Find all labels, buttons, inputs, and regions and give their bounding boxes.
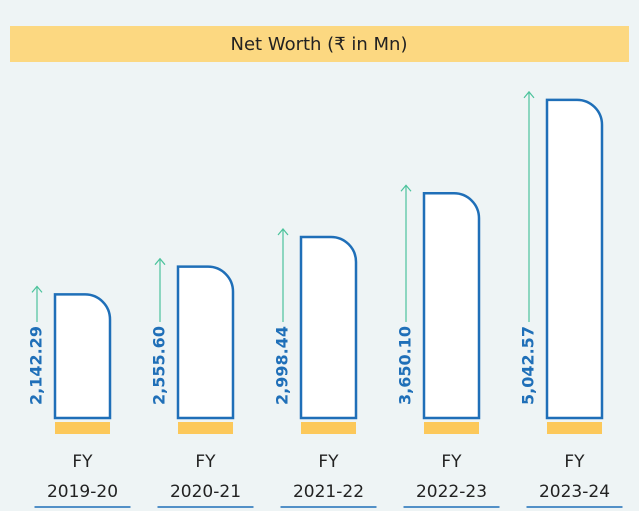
- bar: [422, 192, 481, 420]
- arrow-head: [400, 184, 412, 192]
- bar-base: [424, 422, 479, 434]
- bar: [545, 98, 604, 420]
- x-tick-label: FY 2022-23: [416, 452, 487, 502]
- value-label: 2,142.29: [27, 326, 46, 405]
- arrow-head: [31, 285, 43, 293]
- bar: [299, 235, 358, 420]
- arrow-head: [523, 90, 535, 99]
- bar-base: [547, 422, 602, 434]
- value-label: 2,998.44: [273, 326, 292, 405]
- x-tick-label: FY 2023-24: [539, 452, 610, 502]
- arrow-head: [277, 228, 289, 236]
- bar: [53, 293, 112, 420]
- title-band: [10, 26, 629, 62]
- x-tick-label: FY 2019-20: [47, 452, 118, 502]
- value-label: 5,042.57: [519, 326, 538, 405]
- bar: [176, 265, 235, 420]
- arrow-head: [154, 257, 166, 266]
- x-tick-label: FY 2021-22: [293, 452, 364, 502]
- chart-title: Net Worth (₹ in Mn): [231, 34, 408, 55]
- value-label: 2,555.60: [150, 326, 169, 405]
- bar-base: [301, 422, 356, 434]
- value-label: 3,650.10: [396, 326, 415, 405]
- bar-base: [178, 422, 233, 434]
- x-tick-label: FY 2020-21: [170, 452, 241, 502]
- bar-base: [55, 422, 110, 434]
